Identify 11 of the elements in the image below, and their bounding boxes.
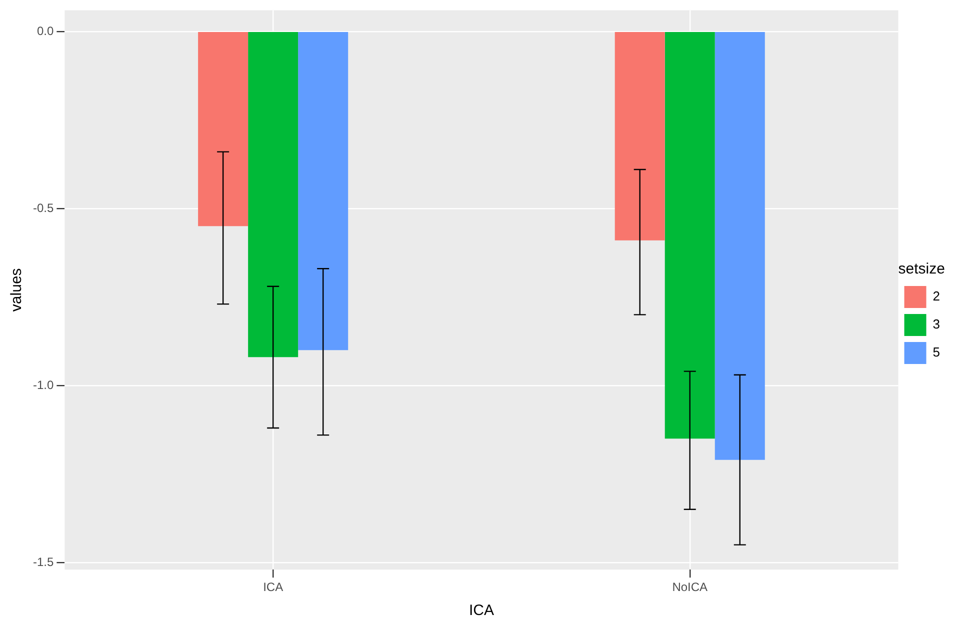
x-axis-title: ICA — [468, 602, 494, 620]
y-tick-label: -1.0 — [32, 378, 54, 392]
y-axis-title: values — [8, 268, 26, 312]
legend-label: 2 — [932, 288, 940, 304]
legend-label: 5 — [932, 344, 940, 360]
y-tick-label: 0.0 — [36, 24, 54, 38]
x-tick-label: NoICA — [672, 580, 708, 594]
legend-label: 3 — [932, 316, 940, 332]
y-tick-label: -1.5 — [32, 554, 54, 569]
legend-title: setsize — [898, 260, 945, 278]
y-tick-label: -0.5 — [32, 200, 54, 215]
